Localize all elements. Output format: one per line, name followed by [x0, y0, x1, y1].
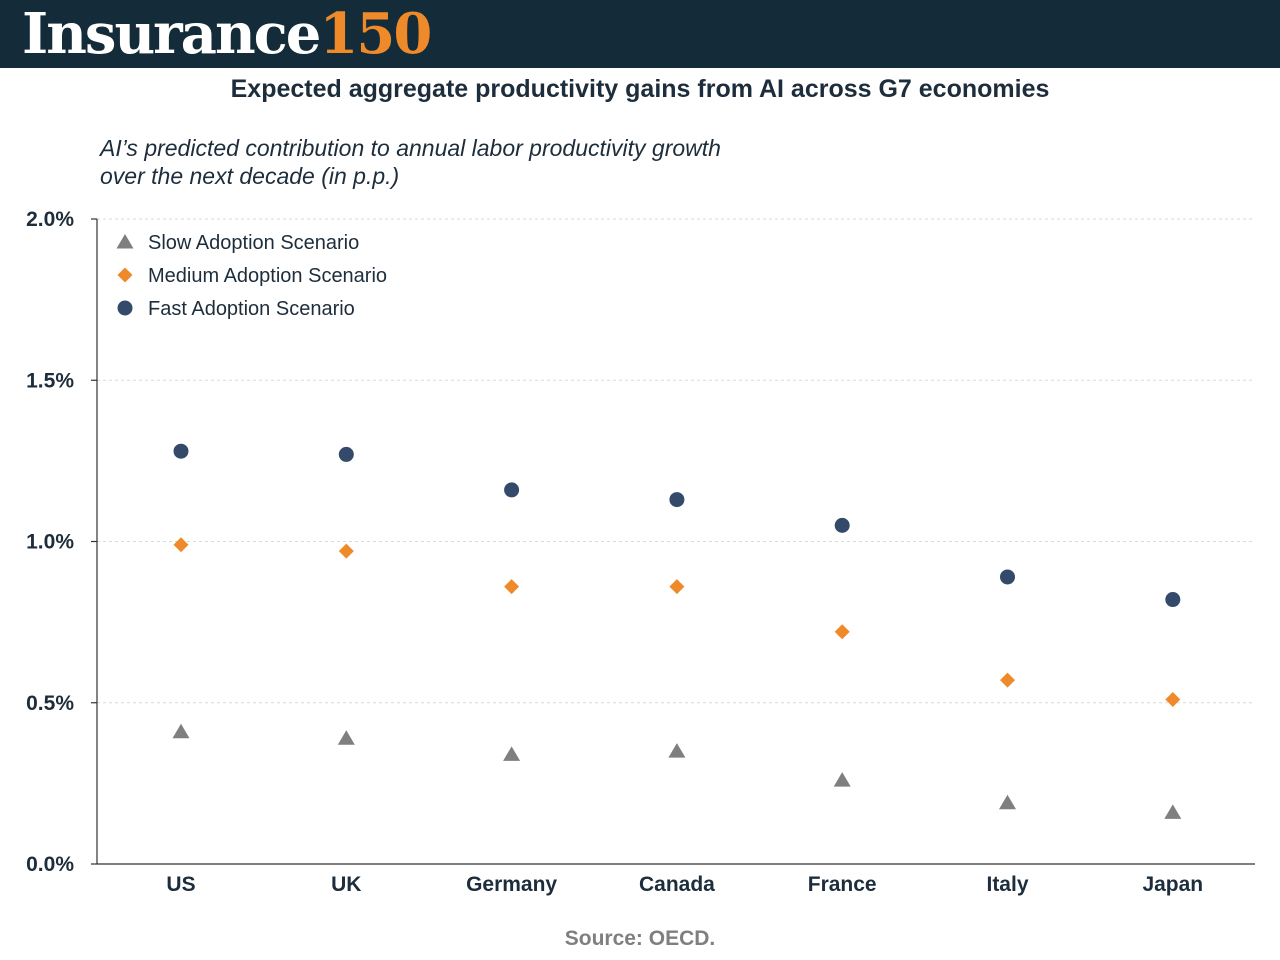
x-tick-label: Italy: [986, 873, 1028, 896]
chart-title: Expected aggregate productivity gains fr…: [230, 75, 1050, 103]
circle-point: [338, 446, 354, 462]
y-tick-label: 0.5%: [26, 692, 74, 715]
chart-subtitle: AI’s predicted contribution to annual la…: [100, 134, 800, 190]
diamond-point: [1000, 672, 1015, 688]
y-tick-label: 0.0%: [26, 853, 74, 876]
legend-triangle-icon: [116, 234, 134, 249]
x-tick-label: US: [166, 873, 195, 896]
triangle-point: [833, 772, 851, 787]
logo-word: Insurance: [22, 1, 321, 67]
legend-label: Medium Adoption Scenario: [148, 265, 387, 287]
triangle-point: [503, 746, 521, 761]
triangle-point: [172, 723, 190, 739]
chart-subtitle-line-1: AI’s predicted contribution to annual la…: [100, 135, 721, 161]
triangle-point: [1164, 804, 1182, 819]
triangle-point: [337, 730, 355, 745]
triangle-point: [999, 794, 1016, 810]
legend-label: Fast Adoption Scenario: [148, 298, 355, 320]
y-tick-label: 1.0%: [26, 531, 74, 554]
x-tick-label: UK: [331, 873, 361, 896]
source-note: Source: OECD.: [564, 927, 716, 950]
circle-point: [504, 482, 520, 498]
y-tick-label: 2.0%: [26, 208, 74, 231]
diamond-point: [669, 579, 685, 595]
header-bar: Insurance150: [0, 0, 1280, 68]
insurance150-logo: Insurance150: [22, 1, 432, 67]
diamond-point: [338, 543, 354, 559]
x-tick-label: Germany: [466, 873, 557, 896]
diamond-point: [1165, 692, 1181, 708]
circle-point: [1000, 569, 1015, 585]
circle-point: [669, 492, 685, 508]
legend-circle-icon: [117, 300, 133, 316]
legend-diamond-icon: [117, 267, 133, 283]
diamond-point: [504, 579, 520, 595]
y-tick-label: 1.5%: [26, 369, 74, 392]
x-tick-label: France: [808, 873, 877, 896]
circle-point: [173, 443, 189, 459]
chart-subtitle-line-2: over the next decade (in p.p.): [100, 163, 400, 189]
x-tick-label: Canada: [639, 873, 715, 896]
legend-label: Slow Adoption Scenario: [148, 232, 359, 254]
circle-point: [1165, 592, 1181, 608]
diamond-point: [834, 624, 850, 640]
circle-point: [834, 517, 850, 533]
logo-number: 150: [319, 1, 432, 67]
triangle-point: [668, 743, 686, 758]
x-tick-label: Japan: [1142, 873, 1203, 896]
diamond-point: [173, 537, 189, 553]
